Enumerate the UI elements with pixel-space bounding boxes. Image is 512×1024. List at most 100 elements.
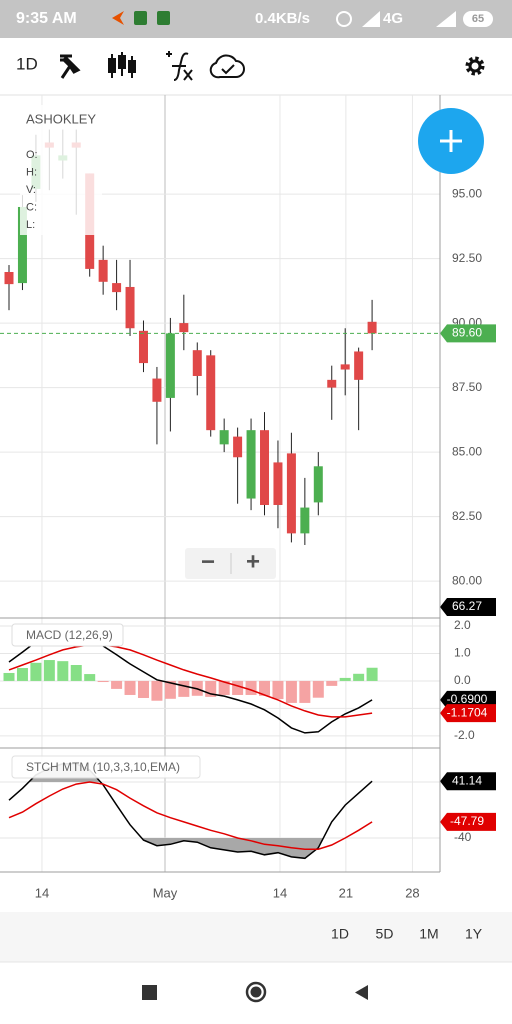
home-button[interactable]: [245, 981, 267, 1003]
marker-label: 66.27: [452, 599, 482, 613]
net-speed: 0.4KB/s: [255, 10, 310, 27]
histogram-bar: [16, 668, 28, 681]
pin-icon[interactable]: [60, 54, 81, 79]
signal-icon: [362, 11, 380, 27]
candle-body: [286, 453, 296, 534]
candle-body: [17, 206, 27, 284]
candles-icon[interactable]: [108, 52, 136, 78]
legend-overlay: [20, 105, 102, 235]
x-tick-label: 28: [405, 885, 419, 900]
status-time: 9:35 AM: [16, 10, 77, 27]
histogram-bar: [97, 680, 109, 683]
battery: [463, 11, 493, 27]
histogram-bar: [30, 662, 42, 681]
interval-button[interactable]: 1D: [16, 54, 38, 73]
histogram-bar: [84, 674, 96, 681]
signal-tag: [440, 812, 496, 831]
candle-body: [354, 351, 364, 380]
zoom-out[interactable]: −: [201, 548, 215, 575]
histogram-bar: [164, 680, 176, 699]
candle-body: [273, 462, 283, 505]
candle-body: [138, 330, 148, 364]
histogram-bar: [178, 680, 190, 697]
y-tick-label: 0.0: [454, 673, 471, 687]
histogram-bar: [218, 680, 230, 695]
candle-body: [340, 364, 350, 370]
app-icon: [112, 11, 124, 25]
candle-body: [206, 355, 216, 431]
ohlc-label: H:: [26, 166, 37, 178]
candle-body: [112, 283, 122, 293]
ohlc-label: V:: [26, 184, 36, 196]
y-tick-label: 85.00: [452, 444, 482, 458]
stoch-legend: [11, 755, 201, 779]
range-bar: [0, 912, 512, 962]
histogram-bar: [259, 680, 271, 696]
histogram-bar: [205, 680, 217, 697]
histogram-bar: [70, 664, 82, 681]
histogram-bar: [245, 680, 257, 695]
candle-body: [179, 323, 189, 333]
y-tick-label: -40: [454, 830, 472, 844]
range-button[interactable]: 5D: [376, 926, 394, 942]
y-tick-label: 1.0: [454, 646, 471, 660]
y-tick-label: 2.0: [454, 618, 471, 632]
cloud-icon[interactable]: [209, 54, 245, 79]
histogram-bar: [111, 680, 123, 689]
histogram-bar: [353, 673, 365, 681]
y-tick-label: -2.0: [454, 728, 475, 742]
candle-body: [313, 466, 323, 503]
candle-body: [246, 430, 256, 499]
ohlc-legend: O: H: V: C: L:: [26, 149, 38, 231]
candle-body: [260, 430, 270, 505]
histogram-bar: [285, 680, 297, 703]
marker-tag: [440, 598, 496, 616]
candle-body: [300, 507, 310, 534]
y-tick-label: 95.00: [452, 186, 482, 200]
signal-line: [8, 644, 373, 718]
range-button[interactable]: 1M: [419, 926, 438, 942]
toolbar: [0, 38, 512, 95]
candle-body: [98, 259, 108, 282]
x-tick-label: May: [153, 885, 178, 900]
ohlc-label: C:: [26, 201, 37, 213]
app-icon: [157, 11, 170, 25]
candle-body: [367, 321, 377, 334]
histogram-bar: [43, 660, 55, 681]
macd-legend: [11, 623, 124, 647]
last-tag: [440, 772, 496, 791]
zoom-in[interactable]: +: [246, 548, 260, 575]
histogram-bar: [272, 680, 284, 700]
candle-body: [125, 286, 135, 329]
last-label: 41.14: [452, 773, 482, 787]
macd-label: -0.6900: [447, 692, 488, 706]
back-button[interactable]: [355, 985, 368, 1000]
x-tick-label: 14: [35, 885, 49, 900]
candle-body: [233, 436, 243, 458]
add-icon: [440, 130, 462, 152]
symbol-name: ASHOKLEY: [26, 111, 96, 126]
y-tick-label: 80.00: [452, 573, 482, 587]
signal-label: -1.1704: [447, 705, 488, 719]
signal-icon: [436, 11, 456, 27]
ohlc-label: L:: [26, 219, 35, 231]
candle-body: [192, 350, 202, 376]
histogram-bar: [137, 680, 149, 698]
histogram-bar: [124, 680, 136, 695]
candle-body: [152, 378, 162, 402]
range-button[interactable]: 1Y: [465, 926, 483, 942]
app-icon: [134, 11, 147, 25]
histogram-bar: [232, 680, 244, 695]
settings-icon[interactable]: [465, 56, 485, 76]
indicator-icon[interactable]: [166, 51, 193, 81]
y-tick-label: 82.50: [452, 509, 482, 523]
histogram-bar: [299, 680, 311, 703]
histogram-bar: [366, 667, 378, 681]
x-tick-label: 14: [273, 885, 287, 900]
recents-button[interactable]: [142, 985, 157, 1000]
last-price-label: 89.60: [452, 326, 482, 340]
alarm-icon: [336, 11, 352, 27]
last-price-tag: [440, 324, 496, 343]
range-button[interactable]: 1D: [331, 926, 349, 942]
